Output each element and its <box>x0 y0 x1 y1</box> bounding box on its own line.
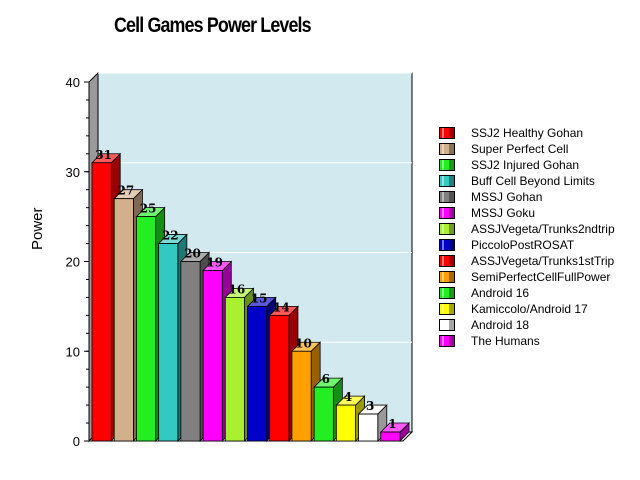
legend-item: SSJ2 Healthy Gohan <box>439 126 639 143</box>
bar <box>91 162 112 442</box>
legend-item: SemiPerfectCellFullPower <box>439 270 639 287</box>
legend-item: Kamiccolo/Android 17 <box>439 302 639 319</box>
y-tick-label: 20 <box>66 255 80 270</box>
legend-swatch <box>439 271 455 283</box>
legend-label: ASSJVegeta/Trunks2ndtrip <box>471 222 615 236</box>
y-tick-label: 0 <box>73 434 80 449</box>
bar-value-label: 15 <box>251 291 268 305</box>
legend-item: SSJ2 Injured Gohan <box>439 158 639 175</box>
legend-label: Android 18 <box>471 318 530 332</box>
legend-swatch <box>439 303 455 315</box>
legend-item: MSSJ Goku <box>439 206 639 223</box>
legend-item: Android 18 <box>439 318 639 335</box>
legend-swatch <box>439 287 455 299</box>
bar <box>335 404 356 442</box>
bar-value-label: 20 <box>184 247 201 261</box>
legend-label: Super Perfect Cell <box>471 142 569 156</box>
bar-value-label: 25 <box>140 202 157 216</box>
bar-value-label: 4 <box>344 390 352 404</box>
legend-swatch <box>439 255 455 267</box>
bar <box>180 261 201 442</box>
legend-label: SSJ2 Injured Gohan <box>471 158 580 172</box>
legend-item: ASSJVegeta/Trunks2ndtrip <box>439 222 639 239</box>
legend-item: ASSJVegeta/Trunks1stTrip <box>439 254 639 271</box>
y-tick-label: 10 <box>66 344 80 359</box>
y-axis-label: Power <box>29 207 46 250</box>
legend-label: SemiPerfectCellFullPower <box>471 270 611 284</box>
legend-swatch <box>439 159 455 171</box>
legend-label: ASSJVegeta/Trunks1stTrip <box>471 254 615 268</box>
bar-value-label: 10 <box>295 336 312 350</box>
legend-item: MSSJ Gohan <box>439 190 639 207</box>
bar <box>113 198 134 442</box>
legend-swatch <box>439 127 455 139</box>
bar <box>136 216 157 442</box>
legend-item: Android 16 <box>439 286 639 303</box>
legend: SSJ2 Healthy Gohan Super Perfect Cell SSJ2… <box>439 126 639 351</box>
legend-swatch <box>439 175 455 187</box>
y-tick-label: 40 <box>66 75 80 90</box>
bar <box>247 305 268 442</box>
y-tick-label: 30 <box>66 165 80 180</box>
bar-value-label: 1 <box>388 417 396 431</box>
bar <box>269 314 290 442</box>
legend-swatch <box>439 335 455 347</box>
bar-value-label: 3 <box>366 399 374 413</box>
legend-label: PiccoloPostROSAT <box>471 238 575 252</box>
legend-item: The Humans <box>439 334 639 351</box>
legend-swatch <box>439 207 455 219</box>
legend-label: Kamiccolo/Android 17 <box>471 302 588 316</box>
bar-value-label: 27 <box>117 184 134 198</box>
legend-label: Buff Cell Beyond Limits <box>471 174 595 188</box>
bar-value-label: 22 <box>162 229 179 243</box>
bar <box>158 243 179 442</box>
bar-value-label: 31 <box>95 148 112 162</box>
legend-item: Super Perfect Cell <box>439 142 639 159</box>
legend-label: Android 16 <box>471 286 530 300</box>
legend-label: MSSJ Gohan <box>471 190 543 204</box>
legend-label: MSSJ Goku <box>471 206 536 220</box>
bar <box>202 270 223 442</box>
bar <box>380 431 401 442</box>
legend-item: Buff Cell Beyond Limits <box>439 174 639 191</box>
bar-value-label: 14 <box>273 300 290 314</box>
bar <box>291 350 312 442</box>
legend-label: The Humans <box>471 334 540 348</box>
bar-value-label: 6 <box>322 372 330 386</box>
legend-label: SSJ2 Healthy Gohan <box>471 126 584 140</box>
legend-swatch <box>439 223 455 235</box>
legend-item: PiccoloPostROSAT <box>439 238 639 255</box>
legend-swatch <box>439 319 455 331</box>
legend-swatch <box>439 239 455 251</box>
bar <box>313 386 334 442</box>
legend-swatch <box>439 143 455 155</box>
bar <box>224 296 245 442</box>
bar-value-label: 16 <box>229 282 246 296</box>
legend-swatch <box>439 191 455 203</box>
bar <box>358 413 379 442</box>
chart-title: Cell Games Power Levels <box>114 14 312 37</box>
bar-value-label: 19 <box>206 255 223 269</box>
